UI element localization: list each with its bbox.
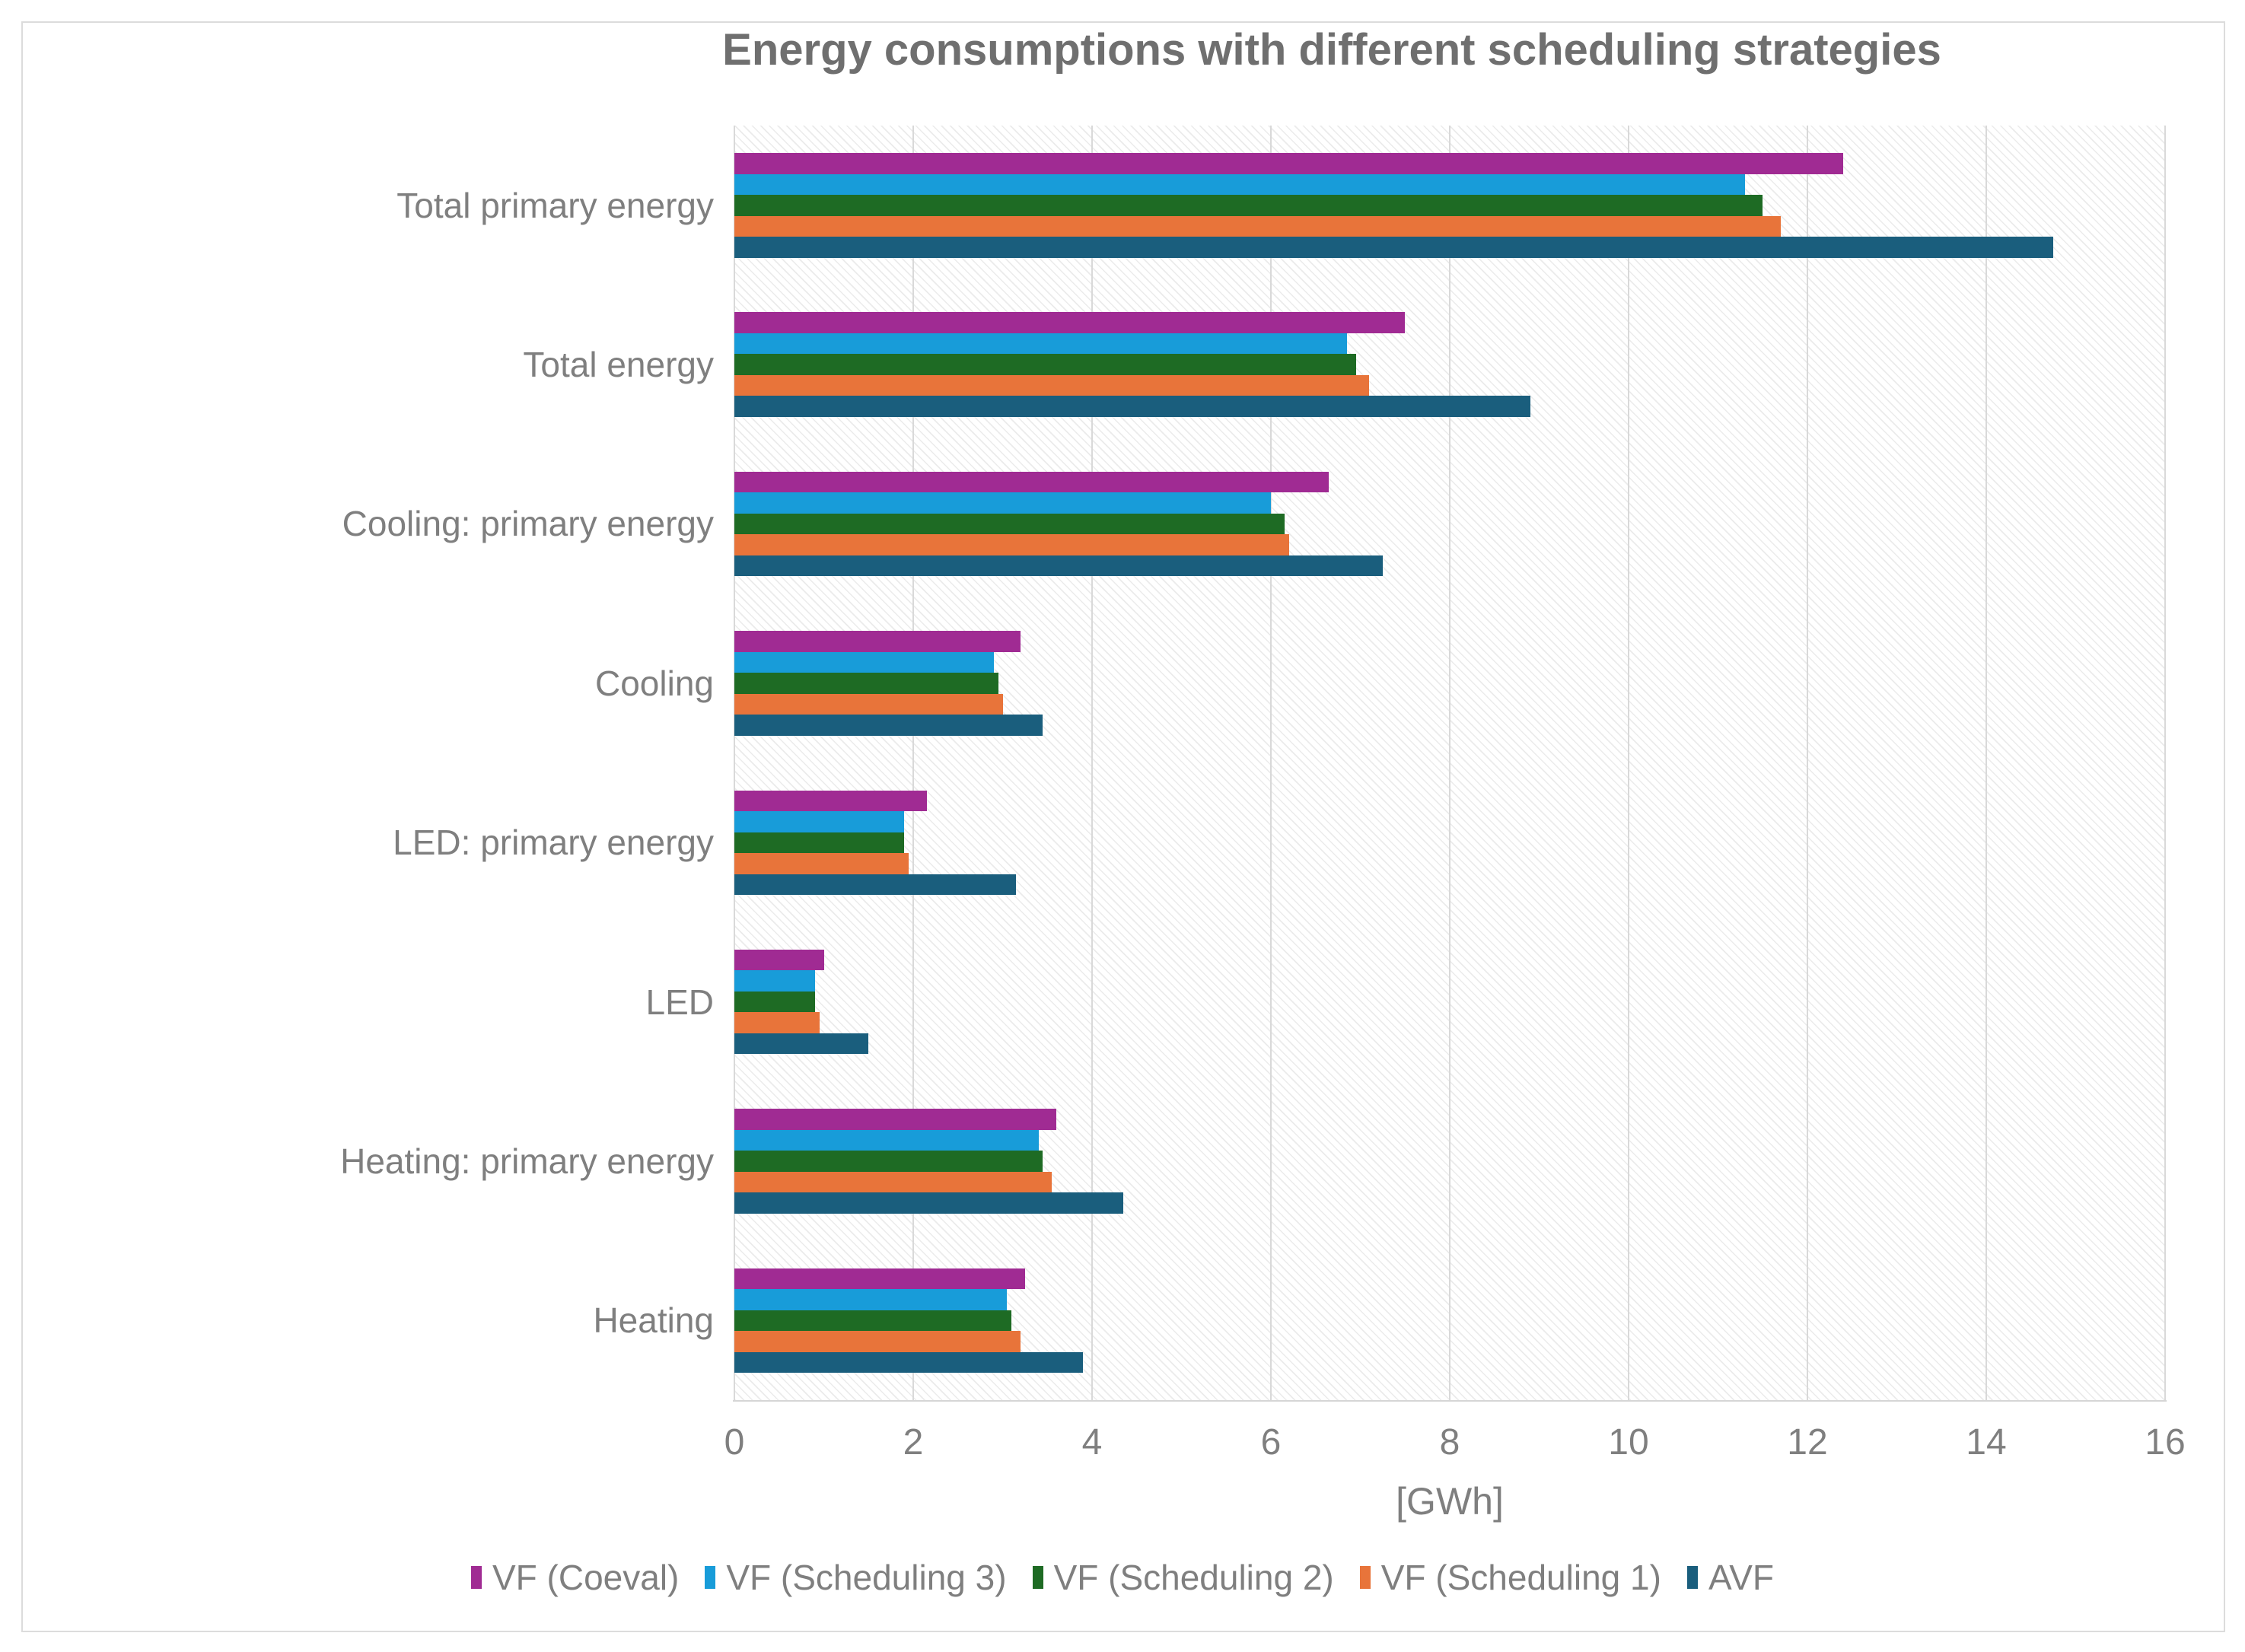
bar-vf-coeval-led-primary-energy xyxy=(734,790,927,811)
bar-vf-scheduling-2-led xyxy=(734,991,815,1013)
bar-vf-scheduling-3-cooling-primary-energy xyxy=(734,492,1271,514)
legend-label: VF (Scheduling 2) xyxy=(1053,1558,1334,1597)
legend-marker-icon xyxy=(1032,1566,1043,1589)
x-tick-label-10: 10 xyxy=(1608,1422,1649,1463)
bar-avf-led xyxy=(734,1033,869,1055)
legend-item-vf-scheduling-3: VF (Scheduling 3) xyxy=(705,1557,1007,1598)
bar-vf-scheduling-3-led xyxy=(734,970,815,992)
bar-vf-scheduling-3-total-primary-energy xyxy=(734,173,1745,195)
bar-vf-scheduling-1-cooling xyxy=(734,693,1003,715)
legend-marker-icon xyxy=(1359,1566,1371,1589)
bar-vf-scheduling-3-cooling xyxy=(734,651,994,673)
bar-vf-scheduling-2-led-primary-energy xyxy=(734,832,905,853)
gridline-x-8 xyxy=(1449,126,1450,1400)
legend-item-avf: AVF xyxy=(1686,1557,1774,1598)
x-tick-label-12: 12 xyxy=(1787,1422,1828,1463)
category-label-led: LED xyxy=(645,982,714,1022)
bar-vf-scheduling-1-heating xyxy=(734,1331,1021,1352)
bar-vf-scheduling-1-total-primary-energy xyxy=(734,215,1781,237)
legend-label: VF (Scheduling 1) xyxy=(1380,1558,1661,1597)
category-label-cooling: Cooling xyxy=(595,663,714,703)
bar-vf-coeval-heating xyxy=(734,1268,1025,1290)
x-tick-label-14: 14 xyxy=(1966,1422,2007,1463)
bar-vf-scheduling-2-total-primary-energy xyxy=(734,195,1763,216)
legend-label: AVF xyxy=(1708,1558,1774,1597)
gridline-x-14 xyxy=(1985,126,1987,1400)
bar-vf-scheduling-1-heating-primary-energy xyxy=(734,1171,1052,1193)
bar-vf-coeval-cooling xyxy=(734,631,1021,652)
category-label-heating: Heating xyxy=(593,1300,714,1341)
bar-vf-coeval-led xyxy=(734,949,824,971)
bar-vf-scheduling-3-heating-primary-energy xyxy=(734,1129,1039,1151)
bar-vf-scheduling-3-total-energy xyxy=(734,333,1347,355)
gridline-x-6 xyxy=(1270,126,1272,1400)
gridline-x-16 xyxy=(2164,126,2166,1400)
x-tick-label-16: 16 xyxy=(2145,1422,2186,1463)
x-tick-label-0: 0 xyxy=(724,1422,745,1463)
bar-vf-scheduling-2-cooling xyxy=(734,673,998,694)
gridline-x-2 xyxy=(912,126,914,1400)
bar-vf-scheduling-3-led-primary-energy xyxy=(734,811,905,832)
x-tick-label-2: 2 xyxy=(903,1422,924,1463)
bar-vf-scheduling-1-cooling-primary-energy xyxy=(734,534,1289,555)
category-label-total-primary-energy: Total primary energy xyxy=(396,185,714,225)
bar-avf-led-primary-energy xyxy=(734,874,1017,895)
gridline-x-12 xyxy=(1807,126,1808,1400)
bar-vf-scheduling-2-total-energy xyxy=(734,354,1356,375)
bar-avf-total-primary-energy xyxy=(734,237,2054,258)
legend-marker-icon xyxy=(705,1566,716,1589)
bar-vf-scheduling-3-heating xyxy=(734,1289,1008,1310)
category-label-heating-primary-energy: Heating: primary energy xyxy=(340,1141,714,1181)
legend-item-vf-scheduling-2: VF (Scheduling 2) xyxy=(1032,1557,1334,1598)
plot-area xyxy=(734,126,2166,1400)
chart-title: Energy consumptions with different sched… xyxy=(722,25,1941,75)
legend-label: VF (Coeval) xyxy=(492,1558,680,1597)
bar-vf-scheduling-2-heating xyxy=(734,1310,1012,1332)
legend-marker-icon xyxy=(1686,1566,1698,1589)
bar-vf-scheduling-2-heating-primary-energy xyxy=(734,1151,1043,1172)
bar-vf-scheduling-2-cooling-primary-energy xyxy=(734,513,1285,535)
category-label-led-primary-energy: LED: primary energy xyxy=(393,823,714,863)
bar-avf-total-energy xyxy=(734,396,1530,417)
x-tick-label-8: 8 xyxy=(1439,1422,1460,1463)
category-label-cooling-primary-energy: Cooling: primary energy xyxy=(342,504,714,544)
bar-vf-coeval-heating-primary-energy xyxy=(734,1109,1056,1130)
gridline-x-0 xyxy=(734,126,735,1400)
legend: VF (Coeval) VF (Scheduling 3) VF (Scheduli… xyxy=(0,1551,2245,1604)
x-tick-label-6: 6 xyxy=(1260,1422,1282,1463)
x-axis-title: [GWh] xyxy=(1396,1480,1504,1523)
bar-avf-heating-primary-energy xyxy=(734,1192,1124,1214)
bar-avf-cooling xyxy=(734,715,1043,736)
bar-vf-scheduling-1-led-primary-energy xyxy=(734,853,909,874)
legend-item-vf-coeval: VF (Coeval) xyxy=(470,1557,680,1598)
bar-avf-heating xyxy=(734,1351,1084,1373)
bar-vf-coeval-cooling-primary-energy xyxy=(734,471,1329,493)
legend-label: VF (Scheduling 3) xyxy=(726,1558,1007,1597)
category-label-total-energy: Total energy xyxy=(523,345,714,385)
x-tick-label-4: 4 xyxy=(1081,1422,1103,1463)
bar-vf-scheduling-1-led xyxy=(734,1012,820,1033)
gridline-x-10 xyxy=(1628,126,1629,1400)
x-axis-line xyxy=(733,1400,2167,1402)
bar-vf-scheduling-1-total-energy xyxy=(734,374,1370,396)
bar-avf-cooling-primary-energy xyxy=(734,555,1383,577)
legend-item-vf-scheduling-1: VF (Scheduling 1) xyxy=(1359,1557,1661,1598)
bar-vf-coeval-total-primary-energy xyxy=(734,153,1843,174)
bar-vf-coeval-total-energy xyxy=(734,312,1406,333)
legend-marker-icon xyxy=(470,1566,482,1589)
gridline-x-4 xyxy=(1091,126,1093,1400)
